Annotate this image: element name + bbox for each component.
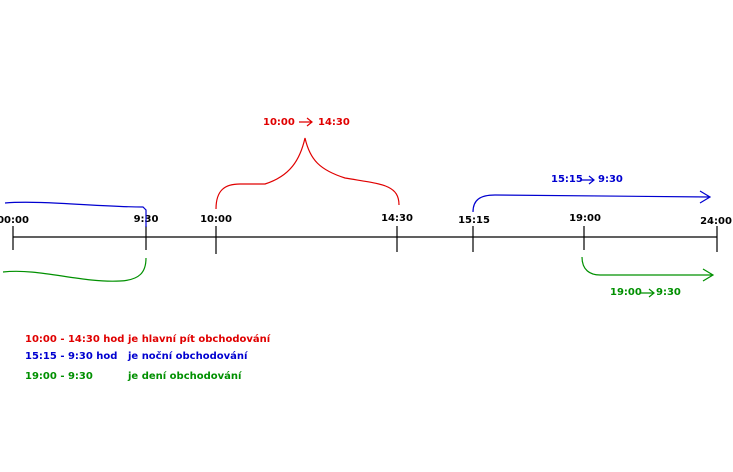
legend-text: je dení obchodování <box>127 370 242 382</box>
annotation-to: 9:30 <box>598 174 623 185</box>
annotation-from: 10:00 <box>263 117 295 128</box>
legend-text: je noční obchodování <box>127 350 248 362</box>
annotation-arrow <box>299 117 313 127</box>
annotation-from: 15:15 <box>551 174 583 185</box>
day-curve-right <box>581 256 715 282</box>
night-curve-left <box>4 201 147 227</box>
annotation-to: 9:30 <box>656 287 681 298</box>
night-curve-right <box>472 190 712 213</box>
legend-text: je hlavní pít obchodování <box>127 333 271 345</box>
annotation-from: 19:00 <box>610 287 642 298</box>
tick-label: 14:30 <box>381 213 413 224</box>
annotation-arrow <box>641 288 655 298</box>
main-brace <box>215 137 400 210</box>
annotation-to: 14:30 <box>318 117 350 128</box>
tick-label: 24:00 <box>700 216 732 227</box>
annotation-arrow <box>581 175 595 185</box>
tick-label: 15:15 <box>458 215 490 226</box>
legend-range: 19:00 - 9:30 <box>25 371 93 382</box>
legend-range: 15:15 - 9:30 hod <box>25 351 117 362</box>
legend-range: 10:00 - 14:30 hod <box>25 334 124 345</box>
tick-label: 10:00 <box>200 214 232 225</box>
tick-label: 00:00 <box>0 215 29 226</box>
day-curve-left <box>2 257 147 282</box>
timeline-ticks <box>12 226 718 254</box>
tick-label: 19:00 <box>569 213 601 224</box>
